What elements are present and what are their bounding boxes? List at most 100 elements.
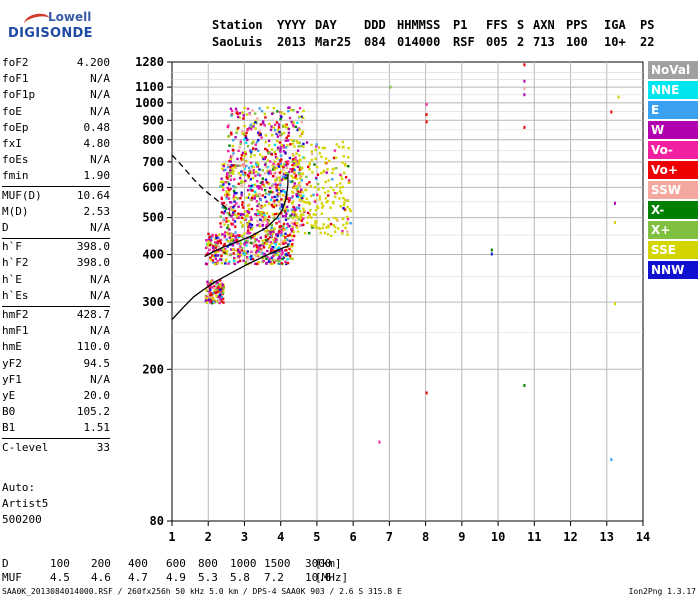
echo-point [284, 177, 287, 181]
echo-point [293, 162, 296, 165]
echo-point [242, 169, 245, 173]
echo-point [226, 211, 229, 215]
echo-point [231, 244, 235, 247]
echo-point [240, 234, 243, 238]
echo-point [208, 235, 211, 239]
echo-point [227, 149, 230, 153]
echo-point [243, 133, 246, 136]
echo-point [249, 155, 253, 158]
echo-point [314, 213, 317, 216]
echo-point [339, 182, 342, 185]
echo-point [228, 228, 231, 231]
echo-point [290, 138, 293, 142]
echo-point [248, 220, 251, 223]
echo-point [338, 189, 342, 193]
echo-point [214, 254, 217, 257]
echo-point [284, 214, 287, 218]
echo-point [263, 163, 267, 166]
echo-point [257, 262, 260, 266]
echo-point [231, 213, 234, 216]
echo-point [320, 155, 323, 158]
echo-point [222, 212, 225, 215]
echo-point [249, 236, 253, 240]
echo-point [342, 196, 345, 200]
echo-point [272, 126, 275, 129]
echo-point [298, 128, 301, 131]
param-value: 428.7 [76, 308, 110, 321]
echo-point [211, 246, 215, 249]
isolated-echo-point [425, 120, 428, 124]
echo-point [209, 285, 212, 288]
echo-point [242, 117, 245, 120]
echo-point [296, 141, 299, 144]
echo-point [308, 181, 311, 184]
echo-point [282, 144, 285, 147]
echo-point [275, 235, 278, 238]
echo-point [259, 236, 262, 239]
echo-point [217, 299, 220, 302]
echo-point [257, 149, 260, 152]
echo-point [246, 173, 250, 177]
echo-point [243, 163, 246, 167]
echo-point [331, 171, 334, 175]
param-value: 398.0 [76, 240, 110, 254]
echo-point [295, 159, 298, 162]
echo-point [284, 139, 287, 142]
echo-point [299, 175, 302, 178]
echo-point [348, 180, 351, 184]
echo-point [221, 205, 224, 209]
echo-point [256, 185, 259, 188]
param-name: foF2 [2, 56, 29, 69]
echo-point [231, 223, 235, 226]
echo-point [287, 225, 290, 228]
echo-point [247, 176, 250, 179]
row1-value: 600 [166, 557, 186, 570]
echo-point [298, 172, 301, 175]
echo-point [275, 204, 278, 207]
echo-point [256, 212, 260, 216]
echo-point [252, 125, 255, 128]
echo-point [225, 207, 228, 210]
echo-point [225, 238, 228, 241]
param-row-fmin: fmin 1.90 [2, 169, 110, 185]
echo-point [291, 257, 294, 261]
echo-point [315, 165, 319, 169]
echo-point [258, 246, 261, 249]
echo-point [295, 193, 298, 196]
y-tick-label: 400 [142, 248, 164, 262]
echo-point [243, 167, 246, 170]
echo-point [282, 222, 286, 226]
echo-point [281, 239, 285, 242]
echo-point [303, 231, 307, 235]
param-value: N/A [90, 221, 110, 234]
echo-point [221, 292, 224, 295]
param-name: hmF2 [2, 308, 29, 321]
echo-point [292, 121, 295, 124]
echo-point [276, 183, 279, 187]
echo-point [227, 191, 230, 194]
echo-point [210, 302, 214, 305]
echo-point [272, 162, 275, 165]
param-value: N/A [90, 272, 110, 286]
echo-point [218, 233, 221, 236]
echo-point [312, 213, 315, 216]
echo-point [240, 249, 243, 252]
echo-point [268, 144, 271, 147]
echo-point [279, 163, 282, 166]
echo-point [227, 219, 230, 223]
echo-point [281, 194, 285, 197]
echo-point [269, 234, 273, 238]
x-tick-label: 2 [205, 530, 212, 544]
echo-point [288, 254, 292, 258]
echo-point [212, 261, 215, 264]
echo-point [294, 219, 297, 222]
echo-point [246, 129, 249, 132]
param-value: N/A [90, 153, 110, 167]
echo-point [290, 108, 293, 112]
echo-point [332, 200, 335, 204]
echo-point [261, 244, 264, 247]
param-row-fxi: fxI 4.80 [2, 137, 110, 153]
echo-point [226, 231, 229, 234]
echo-point [341, 161, 344, 164]
echo-point [228, 207, 231, 211]
